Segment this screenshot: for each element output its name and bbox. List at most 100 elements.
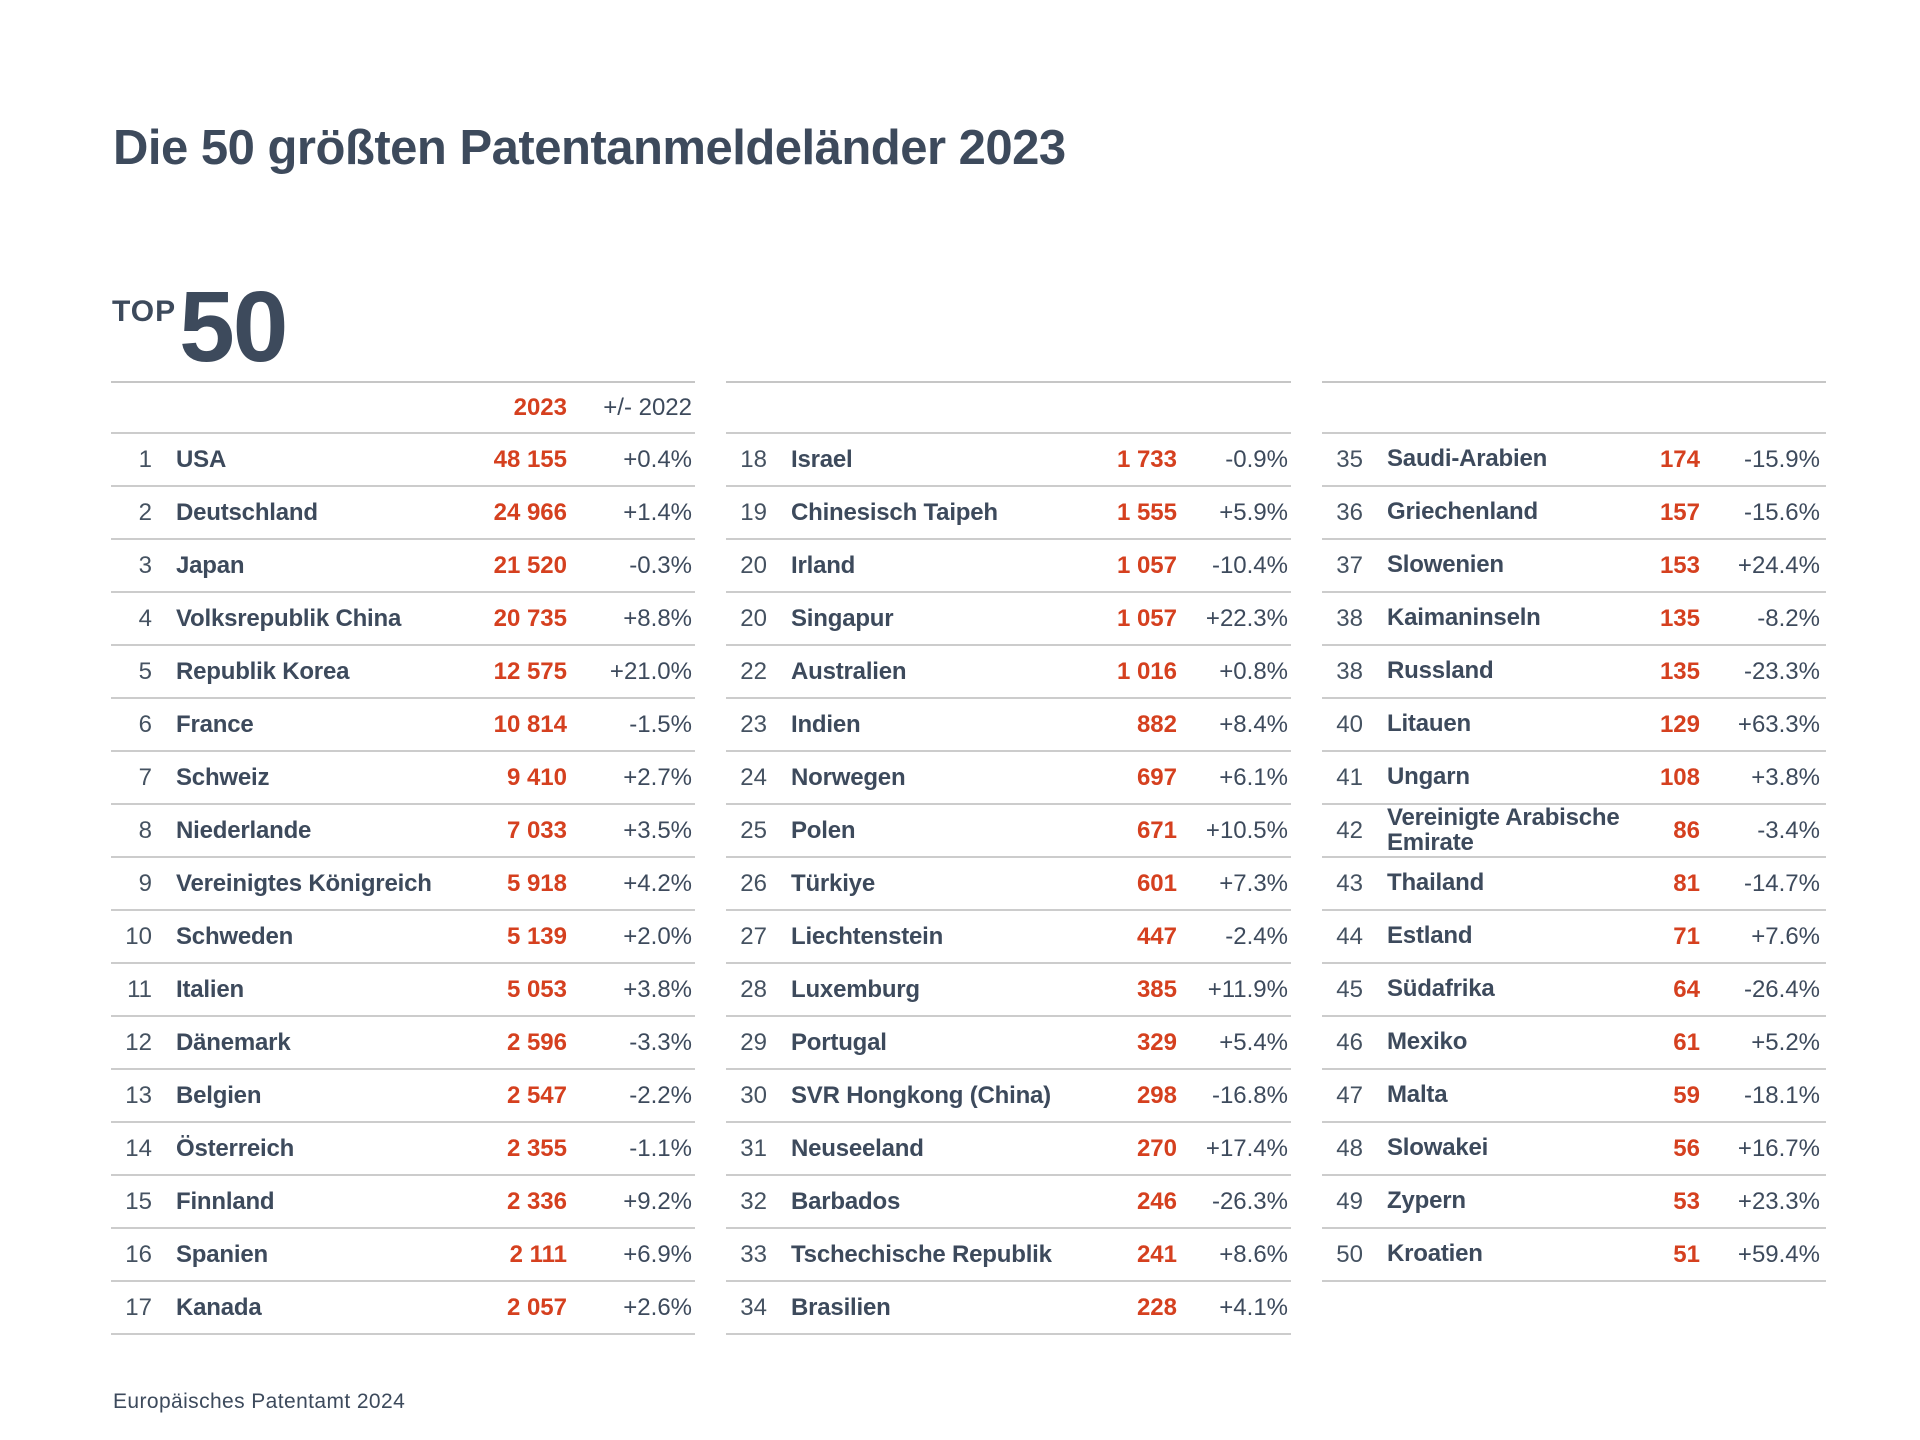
table-row: 26 Türkiye 601 +7.3% [726, 858, 1291, 911]
table-row: 30 SVR Hongkong (China) 298 -16.8% [726, 1070, 1291, 1123]
source-note: Europäisches Patentamt 2024 [113, 1390, 406, 1413]
change-cell: -26.3% [1211, 1187, 1288, 1215]
country-cell: Belgien [176, 1081, 262, 1109]
change-cell: +2.6% [623, 1293, 692, 1321]
change-cell: -10.4% [1211, 551, 1288, 579]
change-cell: -26.4% [1743, 975, 1820, 1003]
rank-cell: 38 [1336, 657, 1363, 685]
country-cell: Saudi-Arabien [1387, 445, 1548, 473]
table-row: 15 Finnland 2 336 +9.2% [111, 1176, 695, 1229]
rank-cell: 10 [125, 922, 152, 950]
change-cell: -18.1% [1743, 1081, 1820, 1109]
table-row: 31 Neuseeland 270 +17.4% [726, 1123, 1291, 1176]
value-cell: 329 [1136, 1028, 1177, 1056]
change-cell: +2.7% [623, 763, 692, 791]
table-row: 24 Norwegen 697 +6.1% [726, 752, 1291, 805]
value-cell: 882 [1136, 710, 1177, 738]
change-cell: +17.4% [1205, 1134, 1288, 1162]
value-cell: 174 [1659, 445, 1700, 473]
value-cell: 24 966 [493, 498, 567, 526]
value-cell: 1 057 [1116, 604, 1177, 632]
country-cell: Österreich [176, 1134, 295, 1162]
table-row: 19 Chinesisch Taipeh 1 555 +5.9% [726, 487, 1291, 540]
table-header-row-empty [726, 381, 1291, 434]
value-cell: 9 410 [506, 763, 567, 791]
rank-cell: 3 [138, 551, 152, 579]
change-cell: +24.4% [1737, 551, 1820, 579]
value-cell: 1 016 [1116, 657, 1177, 685]
rank-cell: 6 [138, 710, 152, 738]
rank-cell: 16 [125, 1240, 152, 1268]
change-cell: -0.9% [1225, 445, 1288, 473]
value-cell: 2 355 [506, 1134, 567, 1162]
value-cell: 298 [1136, 1081, 1177, 1109]
value-cell: 2 336 [506, 1187, 567, 1215]
column-header-change: +/- 2022 [603, 393, 692, 421]
rank-cell: 14 [125, 1134, 152, 1162]
change-cell: -0.3% [629, 551, 692, 579]
table-row: 12 Dänemark 2 596 -3.3% [111, 1017, 695, 1070]
value-cell: 10 814 [493, 710, 567, 738]
change-cell: +8.6% [1219, 1240, 1288, 1268]
table-row: 6 France 10 814 -1.5% [111, 699, 695, 752]
country-cell: Japan [176, 551, 245, 579]
value-cell: 12 575 [493, 657, 567, 685]
country-cell: Luxemburg [791, 975, 920, 1003]
country-cell: Norwegen [791, 763, 906, 791]
country-cell: Portugal [791, 1028, 887, 1056]
country-cell: Russland [1387, 657, 1494, 685]
change-cell: +5.4% [1219, 1028, 1288, 1056]
table-row: 1 USA 48 155 +0.4% [111, 434, 695, 487]
table-row: 41 Ungarn 108 +3.8% [1322, 752, 1826, 805]
change-cell: -15.6% [1743, 498, 1820, 526]
table-row: 9 Vereinigtes Königreich 5 918 +4.2% [111, 858, 695, 911]
table-row: 28 Luxemburg 385 +11.9% [726, 964, 1291, 1017]
table-row: 32 Barbados 246 -26.3% [726, 1176, 1291, 1229]
value-cell: 270 [1136, 1134, 1177, 1162]
country-cell: Liechtenstein [791, 922, 944, 950]
rank-cell: 45 [1336, 975, 1363, 1003]
rank-cell: 30 [740, 1081, 767, 1109]
rank-cell: 34 [740, 1293, 767, 1321]
table-row: 7 Schweiz 9 410 +2.7% [111, 752, 695, 805]
top50-badge: TOP 50 [112, 277, 288, 377]
country-cell: Brasilien [791, 1293, 891, 1321]
rank-cell: 44 [1336, 922, 1363, 950]
rank-cell: 20 [740, 551, 767, 579]
value-cell: 56 [1673, 1134, 1700, 1162]
value-cell: 241 [1136, 1240, 1177, 1268]
rank-cell: 46 [1336, 1028, 1363, 1056]
country-cell: Vereinigte Arabische Emirate [1387, 803, 1620, 856]
country-cell: Schweden [176, 922, 294, 950]
change-cell: +4.1% [1219, 1293, 1288, 1321]
page-title: Die 50 größten Patentanmeldeländer 2023 [113, 121, 1066, 175]
rank-cell: 42 [1336, 816, 1363, 844]
badge-top-label: TOP [112, 295, 177, 328]
table-row: 29 Portugal 329 +5.4% [726, 1017, 1291, 1070]
country-cell: Finnland [176, 1187, 275, 1215]
country-cell: Italien [176, 975, 244, 1003]
rank-cell: 25 [740, 816, 767, 844]
value-cell: 2 596 [506, 1028, 567, 1056]
value-cell: 5 139 [506, 922, 567, 950]
change-cell: +7.6% [1751, 922, 1820, 950]
table-row: 49 Zypern 53 +23.3% [1322, 1176, 1826, 1229]
rank-cell: 29 [740, 1028, 767, 1056]
table-row: 38 Kaimaninseln 135 -8.2% [1322, 593, 1826, 646]
value-cell: 48 155 [493, 445, 567, 473]
table-header-row-empty [1322, 381, 1826, 434]
change-cell: +10.5% [1205, 816, 1288, 844]
country-cell: Litauen [1387, 710, 1471, 738]
rank-cell: 9 [138, 869, 152, 897]
value-cell: 108 [1659, 763, 1700, 791]
table-row: 2 Deutschland 24 966 +1.4% [111, 487, 695, 540]
table-row: 18 Israel 1 733 -0.9% [726, 434, 1291, 487]
change-cell: +11.9% [1207, 975, 1288, 1003]
table-row: 34 Brasilien 228 +4.1% [726, 1282, 1291, 1335]
country-cell: Chinesisch Taipeh [791, 498, 998, 526]
value-cell: 81 [1673, 869, 1700, 897]
table-row: 44 Estland 71 +7.6% [1322, 911, 1826, 964]
change-cell: +7.3% [1219, 869, 1288, 897]
value-cell: 385 [1136, 975, 1177, 1003]
column-header-year: 2023 [513, 393, 567, 421]
